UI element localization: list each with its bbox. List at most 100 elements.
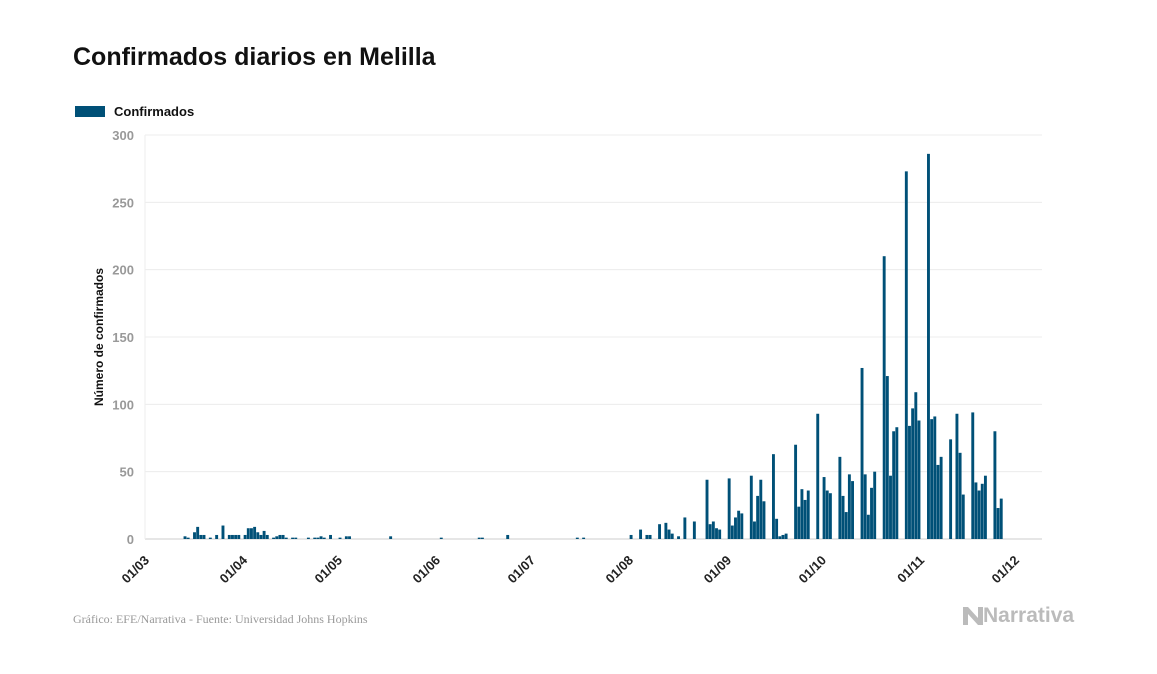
bar (196, 526, 200, 539)
bar (784, 533, 788, 539)
bar (961, 494, 965, 539)
bar (186, 537, 190, 539)
bar (338, 537, 342, 539)
x-tick-label: 01/07 (504, 553, 538, 587)
bar (841, 495, 845, 539)
bar (730, 525, 734, 539)
x-tick-label: 01/12 (989, 553, 1023, 587)
bar (237, 534, 241, 539)
bar (800, 489, 804, 539)
bar (639, 529, 643, 539)
legend-label: Confirmados (114, 104, 195, 119)
bar (933, 416, 937, 539)
bar (866, 514, 870, 539)
bar (262, 530, 266, 539)
bar (344, 536, 348, 539)
bar (227, 534, 231, 539)
bar-chart: 0 50 100 150 200 250 300 01/03 01/04 01/05 01/06 01… (92, 128, 1042, 587)
bar (199, 534, 203, 539)
bar (734, 517, 737, 539)
bar (797, 506, 801, 539)
bar (193, 532, 196, 539)
bar (825, 490, 829, 539)
bar (306, 537, 310, 539)
bar (917, 420, 921, 539)
x-tick-label: 01/10 (796, 553, 830, 587)
bar (243, 534, 247, 539)
narrativa-n-icon (963, 607, 983, 625)
bar (756, 495, 760, 539)
bar (708, 524, 712, 539)
narrativa-logo: Narrativa (963, 604, 1074, 628)
bar (348, 536, 351, 539)
bar (664, 522, 668, 539)
bar (778, 536, 782, 539)
bar (895, 427, 899, 539)
x-tick-label: 01/11 (894, 553, 927, 586)
bar (284, 537, 288, 539)
bar (882, 256, 886, 539)
bar (847, 474, 851, 539)
bar (999, 498, 1003, 539)
bar (927, 153, 930, 539)
logo-text: Narrativa (983, 604, 1075, 627)
y-tick-label: 0 (127, 532, 134, 547)
bar (256, 532, 260, 539)
bar (904, 171, 908, 540)
bar (575, 537, 579, 539)
bar (322, 537, 326, 539)
bar (803, 499, 807, 539)
x-tick-label: 01/09 (701, 553, 735, 587)
bar (389, 536, 393, 539)
bar (215, 534, 219, 539)
bar (265, 534, 269, 539)
y-tick-label: 250 (112, 195, 134, 210)
bar (908, 425, 911, 539)
bar (259, 534, 263, 539)
y-axis-title: Número de confirmados (92, 268, 106, 406)
bar (889, 475, 892, 539)
bar (851, 481, 854, 539)
bar (892, 431, 896, 539)
bar (275, 536, 279, 539)
bar (863, 474, 867, 539)
bar (958, 452, 962, 539)
bar (313, 537, 317, 539)
bar (781, 534, 785, 539)
bar (727, 478, 731, 539)
bar (582, 537, 586, 539)
bar (281, 534, 285, 539)
x-tick-label: 01/05 (311, 553, 345, 587)
bar (329, 534, 332, 539)
bar (816, 413, 820, 539)
bar (253, 526, 257, 539)
y-tick-label: 150 (112, 330, 134, 345)
bar (838, 456, 842, 539)
bar (930, 419, 934, 539)
bar (844, 512, 848, 539)
bar (692, 521, 696, 539)
bar (806, 490, 810, 539)
legend-swatch (75, 106, 105, 117)
bar (914, 392, 918, 539)
bar (246, 528, 250, 539)
bar (737, 510, 741, 539)
x-tick-label: 01/08 (603, 553, 637, 587)
chart-title: Confirmados diarios en Melilla (73, 43, 436, 71)
x-tick-label: 01/04 (217, 552, 251, 586)
bar (670, 533, 674, 539)
bar (294, 537, 298, 539)
bar (873, 471, 877, 539)
bar (753, 521, 756, 539)
y-tick-label: 50 (120, 465, 134, 480)
y-tick-label: 200 (112, 263, 134, 278)
bar (772, 454, 775, 539)
bar (775, 518, 779, 539)
bar (250, 528, 253, 539)
bar (762, 501, 766, 539)
bar (183, 536, 187, 539)
x-tick-label: 01/06 (410, 553, 444, 587)
bar (759, 479, 763, 539)
bar (911, 408, 915, 539)
bar (885, 376, 889, 539)
